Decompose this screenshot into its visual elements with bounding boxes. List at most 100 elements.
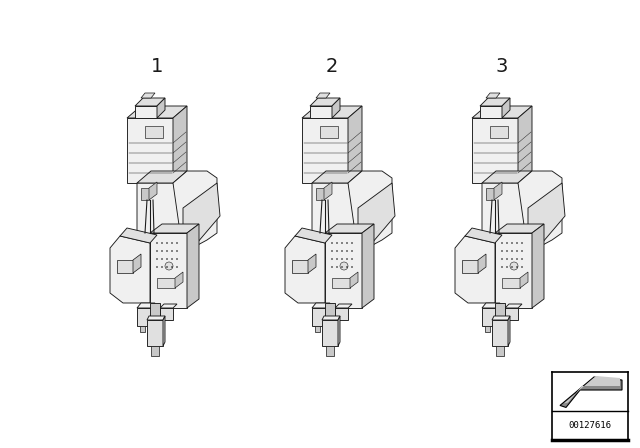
Circle shape bbox=[332, 258, 333, 260]
Polygon shape bbox=[326, 346, 334, 356]
Polygon shape bbox=[137, 308, 151, 326]
Polygon shape bbox=[335, 304, 352, 308]
Polygon shape bbox=[187, 224, 199, 308]
Circle shape bbox=[506, 258, 508, 260]
Polygon shape bbox=[560, 377, 622, 407]
Circle shape bbox=[341, 258, 343, 260]
Polygon shape bbox=[465, 228, 502, 243]
Polygon shape bbox=[292, 260, 308, 273]
Circle shape bbox=[332, 242, 333, 244]
Circle shape bbox=[501, 258, 503, 260]
Circle shape bbox=[336, 250, 338, 252]
Polygon shape bbox=[348, 171, 392, 253]
Polygon shape bbox=[322, 316, 340, 320]
Circle shape bbox=[166, 266, 168, 268]
Text: 3: 3 bbox=[496, 56, 508, 76]
Polygon shape bbox=[183, 183, 220, 243]
Circle shape bbox=[161, 242, 163, 244]
Polygon shape bbox=[472, 106, 532, 118]
Polygon shape bbox=[462, 260, 478, 273]
Polygon shape bbox=[175, 272, 183, 288]
Circle shape bbox=[516, 250, 518, 252]
Circle shape bbox=[166, 242, 168, 244]
Polygon shape bbox=[312, 171, 362, 183]
Polygon shape bbox=[518, 171, 562, 253]
Polygon shape bbox=[482, 303, 500, 308]
Polygon shape bbox=[338, 316, 340, 346]
Polygon shape bbox=[495, 224, 544, 233]
Polygon shape bbox=[140, 326, 145, 332]
Polygon shape bbox=[518, 106, 532, 183]
Polygon shape bbox=[145, 126, 163, 138]
Polygon shape bbox=[157, 98, 165, 118]
Polygon shape bbox=[147, 316, 165, 320]
Circle shape bbox=[511, 266, 513, 268]
Circle shape bbox=[506, 242, 508, 244]
Polygon shape bbox=[482, 183, 528, 258]
Polygon shape bbox=[137, 183, 183, 258]
Circle shape bbox=[511, 250, 513, 252]
Circle shape bbox=[341, 250, 343, 252]
Polygon shape bbox=[295, 228, 332, 243]
Polygon shape bbox=[127, 106, 187, 118]
Polygon shape bbox=[528, 183, 565, 243]
Polygon shape bbox=[135, 98, 165, 106]
Circle shape bbox=[516, 242, 518, 244]
Polygon shape bbox=[127, 118, 173, 183]
Polygon shape bbox=[455, 236, 495, 303]
Polygon shape bbox=[496, 346, 504, 356]
Circle shape bbox=[156, 242, 158, 244]
Circle shape bbox=[506, 250, 508, 252]
Polygon shape bbox=[157, 278, 175, 288]
Polygon shape bbox=[160, 308, 173, 320]
Circle shape bbox=[351, 258, 353, 260]
Polygon shape bbox=[332, 98, 340, 118]
Circle shape bbox=[340, 262, 348, 270]
Polygon shape bbox=[160, 304, 177, 308]
Circle shape bbox=[516, 258, 518, 260]
Circle shape bbox=[165, 262, 173, 270]
Polygon shape bbox=[495, 303, 505, 320]
Polygon shape bbox=[362, 224, 374, 308]
Circle shape bbox=[521, 266, 523, 268]
Circle shape bbox=[166, 250, 168, 252]
Polygon shape bbox=[310, 106, 332, 118]
Circle shape bbox=[341, 242, 343, 244]
Circle shape bbox=[172, 258, 173, 260]
Circle shape bbox=[346, 250, 348, 252]
Polygon shape bbox=[492, 320, 508, 346]
Polygon shape bbox=[120, 228, 157, 243]
Circle shape bbox=[351, 242, 353, 244]
Polygon shape bbox=[495, 233, 532, 308]
Circle shape bbox=[346, 266, 348, 268]
Polygon shape bbox=[486, 188, 494, 200]
Polygon shape bbox=[502, 278, 520, 288]
Circle shape bbox=[510, 262, 518, 270]
Polygon shape bbox=[312, 183, 358, 258]
Circle shape bbox=[172, 250, 173, 252]
Polygon shape bbox=[505, 304, 522, 308]
Circle shape bbox=[511, 258, 513, 260]
Polygon shape bbox=[310, 98, 340, 106]
Circle shape bbox=[336, 242, 338, 244]
Polygon shape bbox=[173, 106, 187, 183]
Polygon shape bbox=[480, 98, 510, 106]
Polygon shape bbox=[149, 182, 157, 200]
Polygon shape bbox=[163, 316, 165, 346]
Polygon shape bbox=[315, 326, 320, 332]
Polygon shape bbox=[110, 236, 150, 303]
Polygon shape bbox=[325, 224, 374, 233]
Circle shape bbox=[176, 258, 178, 260]
Circle shape bbox=[172, 242, 173, 244]
Polygon shape bbox=[478, 254, 486, 273]
Polygon shape bbox=[135, 106, 157, 118]
Circle shape bbox=[156, 250, 158, 252]
Polygon shape bbox=[482, 171, 532, 183]
Polygon shape bbox=[520, 272, 528, 288]
Circle shape bbox=[351, 266, 353, 268]
Circle shape bbox=[166, 258, 168, 260]
Circle shape bbox=[332, 250, 333, 252]
Polygon shape bbox=[150, 224, 199, 233]
Circle shape bbox=[346, 242, 348, 244]
Polygon shape bbox=[312, 308, 326, 326]
